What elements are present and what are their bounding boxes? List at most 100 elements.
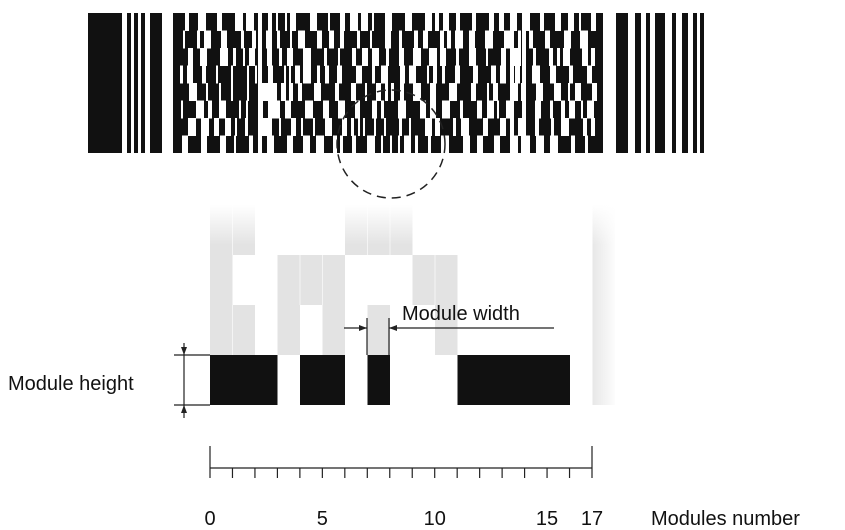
barcode-gap	[220, 48, 228, 66]
zoom-circle	[336, 89, 446, 199]
barcode-gap	[460, 100, 463, 119]
barcode-gap	[447, 30, 451, 49]
barcode-gap	[400, 83, 404, 101]
barcode-gap	[494, 135, 500, 154]
black-module-bar	[210, 355, 278, 405]
barcode-gap	[592, 83, 597, 101]
barcode-gap	[235, 118, 237, 136]
axis-tick-label: 0	[204, 508, 215, 530]
barcode-gap	[351, 83, 356, 101]
barcode-gap	[409, 118, 411, 136]
barcode-gap	[333, 135, 337, 154]
axis-tick-label: 10	[424, 508, 446, 530]
barcode-gap	[399, 48, 404, 66]
barcode-gap	[206, 83, 208, 101]
barcode-gap	[487, 83, 489, 101]
barcode-gap	[289, 83, 293, 101]
barcode-gap	[550, 135, 558, 154]
barcode-gap	[219, 83, 221, 101]
barcode-gap	[246, 13, 254, 31]
module-height-dimension: Module height	[8, 343, 210, 418]
barcode-gap	[477, 135, 483, 154]
barcode-gap	[469, 48, 476, 66]
barcode-gap	[295, 65, 300, 84]
barcode-gap	[456, 13, 460, 31]
barcode-gap	[352, 135, 356, 154]
barcode-gap	[413, 83, 421, 101]
barcode-gap	[372, 100, 377, 119]
barcode-gap	[550, 100, 553, 119]
barcode-gap	[338, 100, 345, 119]
barcode-gap	[386, 48, 389, 66]
barcode-gap	[216, 65, 218, 84]
barcode-gap	[500, 65, 506, 84]
barcode-gap	[262, 118, 268, 136]
barcode-gap	[338, 48, 340, 66]
barcode-gap	[536, 83, 543, 101]
axis-title: Modules number	[651, 508, 800, 530]
barcode-gap	[262, 83, 269, 101]
barcode-gap	[249, 135, 253, 154]
barcode-gap	[440, 48, 446, 66]
barcode-gap	[523, 13, 530, 31]
barcode-column-gap	[268, 13, 272, 153]
axis-tick-label: 5	[317, 508, 328, 530]
barcode-gap	[409, 65, 416, 84]
barcode-gap	[435, 118, 440, 136]
barcode-gap	[324, 48, 327, 66]
barcode-gap	[225, 118, 231, 136]
barcode-column-gap	[510, 13, 514, 153]
barcode-gap	[414, 30, 418, 49]
barcode-gap	[201, 118, 209, 136]
barcode-gap	[357, 30, 360, 49]
barcode-gap	[198, 13, 206, 31]
barcode-gap	[486, 48, 488, 66]
barcode-gap	[323, 100, 329, 119]
barcode-gap	[356, 65, 362, 84]
ghost-module	[277, 305, 300, 355]
barcode-gap	[337, 65, 342, 84]
barcode-gap	[301, 118, 303, 136]
barcode-gap	[491, 65, 496, 84]
barcode-gap	[591, 13, 596, 31]
black-module-bar	[367, 355, 390, 405]
barcode-gap	[585, 135, 588, 154]
barcode-gap	[185, 13, 189, 31]
barcode-gap	[398, 135, 400, 154]
barcode-gap	[381, 100, 384, 119]
barcode-gap	[196, 100, 204, 119]
barcode-gap	[329, 30, 334, 49]
barcode-gap	[255, 65, 257, 84]
black-module-bar	[457, 355, 570, 405]
barcode-gap	[187, 65, 193, 84]
barcode-gap	[285, 13, 287, 31]
barcode-gap	[428, 135, 431, 154]
barcode-gap	[535, 118, 539, 136]
barcode-gap	[427, 65, 429, 84]
barcode-gap	[276, 13, 278, 31]
barcode-gap	[281, 83, 286, 101]
barcode-gap	[399, 118, 402, 136]
ghost-module	[277, 255, 345, 305]
barcode-gap	[352, 48, 356, 66]
right-fade	[588, 205, 618, 405]
module-height-label: Module height	[8, 373, 134, 395]
barcode-gap	[569, 65, 573, 84]
barcode-gap	[235, 13, 243, 31]
barcode-gap	[247, 65, 249, 84]
barcode-gap	[511, 135, 518, 154]
barcode-gap	[575, 83, 581, 101]
barcode-gap	[483, 118, 488, 136]
barcode-gap	[455, 65, 460, 84]
barcode-gap	[214, 118, 219, 136]
barcode-gap	[181, 100, 183, 119]
barcode-gap	[582, 48, 588, 66]
barcode-gap	[279, 48, 282, 66]
barcode-gap	[180, 65, 183, 84]
barcode-gap	[298, 83, 302, 101]
barcode-gap	[361, 13, 368, 31]
barcode-column-gap	[258, 13, 262, 153]
barcode-gap	[518, 118, 524, 136]
barcode-gap	[245, 118, 248, 136]
barcode-gap	[429, 48, 437, 66]
